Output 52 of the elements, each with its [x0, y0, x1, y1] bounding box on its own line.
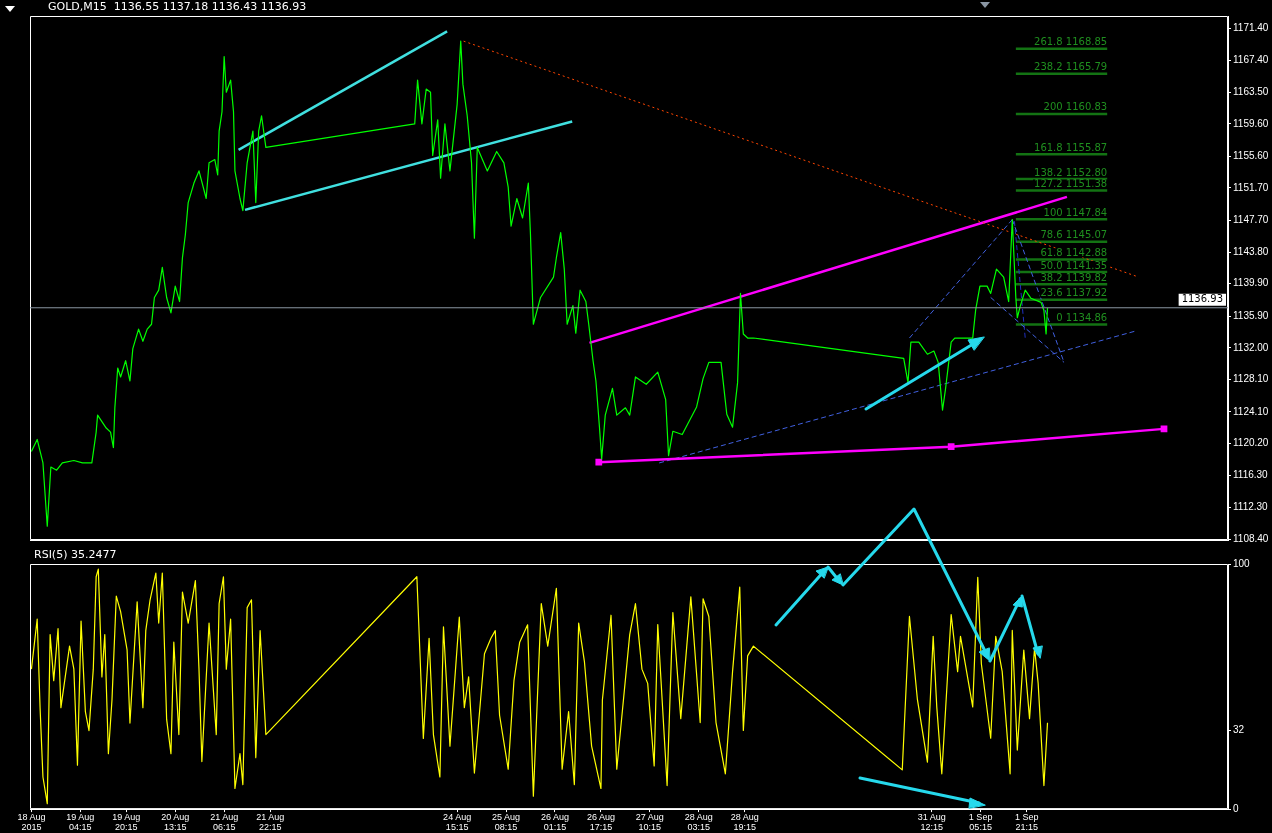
- x-tick-label: 21 Aug 22:15: [256, 812, 285, 832]
- annotation: 50.0 1141.35: [1040, 259, 1108, 271]
- y-tick-label: 1132.00: [1233, 341, 1269, 353]
- x-tick-label: 24 Aug 15:15: [443, 812, 472, 832]
- x-tick-label: 25 Aug 08:15: [492, 812, 521, 832]
- chart-title: RSI(5) 35.2477: [34, 548, 117, 562]
- annotation: 38.2 1139.82: [1040, 271, 1108, 283]
- x-tick-label: 26 Aug 17:15: [586, 812, 615, 832]
- y-tick-label: 1120.20: [1233, 437, 1269, 449]
- y-tick-label: 1116.30: [1233, 468, 1269, 480]
- x-tick-label: 20 Aug 13:15: [161, 812, 190, 832]
- y-tick-label: 1147.70: [1233, 214, 1269, 226]
- y-tick-label: 1143.80: [1233, 245, 1269, 257]
- y-tick-label: 1135.90: [1233, 309, 1269, 321]
- x-tick-label: 28 Aug 19:15: [730, 812, 759, 832]
- annotation: 78.6 1145.07: [1040, 229, 1108, 241]
- y-tick-label: 0: [1233, 802, 1239, 814]
- x-tick-label: 1 Sep 21:15: [1014, 812, 1039, 832]
- chart-title: GOLD,M15 1136.55 1137.18 1136.43 1136.93: [48, 0, 307, 14]
- y-tick-label: 1155.60: [1233, 150, 1269, 162]
- y-tick-label: 32: [1233, 724, 1245, 736]
- annotation: 100 1147.84: [1043, 206, 1108, 218]
- ref-line-label: 1136.93: [1181, 293, 1223, 305]
- y-tick-label: 1108.40: [1233, 532, 1269, 544]
- x-tick-label: 19 Aug 20:15: [112, 812, 141, 832]
- y-tick-label: 1112.30: [1233, 501, 1269, 513]
- annotation: 200 1160.83: [1043, 101, 1108, 113]
- x-tick-label: 28 Aug 03:15: [684, 812, 713, 832]
- annotation: 238.2 1165.79: [1034, 61, 1108, 73]
- annotation: 261.8 1168.85: [1034, 36, 1108, 48]
- y-tick-label: 1171.40: [1233, 21, 1269, 33]
- x-tick-label: 27 Aug 10:15: [635, 812, 664, 832]
- y-tick-label: 1163.50: [1233, 86, 1269, 97]
- y-tick-label: 1124.10: [1233, 405, 1269, 417]
- annotation: 61.8 1142.88: [1040, 247, 1108, 259]
- y-tick-label: 1128.10: [1233, 373, 1269, 385]
- y-tick-label: 100: [1233, 557, 1251, 569]
- annotation: 23.6 1137.92: [1040, 287, 1108, 299]
- y-tick-label: 1167.40: [1233, 54, 1269, 66]
- annotation: 0 1134.86: [1056, 312, 1108, 324]
- annotation: 127.2 1151.38: [1034, 178, 1108, 190]
- x-tick-label: 21 Aug 06:15: [210, 812, 239, 832]
- annotation: 161.8 1155.87: [1034, 141, 1108, 153]
- x-tick-label: 19 Aug 04:15: [66, 812, 95, 832]
- x-tick-label: 26 Aug 01:15: [540, 812, 569, 832]
- x-tick-label: 18 Aug 2015: [17, 812, 46, 832]
- y-tick-label: 1139.90: [1233, 277, 1269, 289]
- y-tick-label: 1159.60: [1233, 117, 1269, 129]
- annotation: 138.2 1152.80: [1034, 166, 1108, 178]
- y-tick-label: 1151.70: [1233, 181, 1269, 193]
- x-tick-label: 31 Aug 12:15: [917, 812, 946, 832]
- x-tick-label: 1 Sep 05:15: [968, 812, 993, 832]
